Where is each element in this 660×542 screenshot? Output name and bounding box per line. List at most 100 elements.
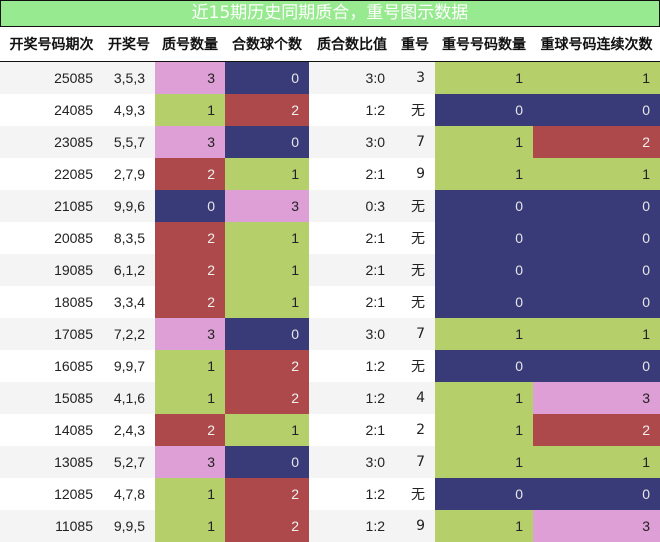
cell-composite-count: 2 (225, 93, 309, 126)
cell-repeat: 2 (395, 413, 435, 446)
cell-ratio: 3:0 (309, 317, 395, 350)
cell-numbers: 9,9,6 (103, 189, 155, 222)
table-row: 20085 8,3,5 2 1 2:1 无 0 0 (0, 221, 660, 254)
table-row: 13085 5,2,7 3 0 3:0 7 1 1 (0, 445, 660, 478)
cell-prime-count: 1 (155, 93, 225, 126)
cell-composite-count: 1 (225, 413, 309, 446)
cell-composite-count: 1 (225, 157, 309, 190)
header-repeat-count: 重号号码数量 (435, 27, 533, 62)
cell-period: 17085 (0, 317, 103, 350)
header-prime-count: 质号数量 (155, 27, 225, 62)
cell-repeat-count: 1 (435, 445, 533, 478)
cell-numbers: 9,9,5 (103, 509, 155, 542)
cell-composite-count: 0 (225, 125, 309, 158)
header-row: 开奖号码期次 开奖号 质号数量 合数球个数 质合数比值 重号 重号号码数量 重球… (0, 27, 660, 62)
table-row: 19085 6,1,2 2 1 2:1 无 0 0 (0, 253, 660, 286)
cell-prime-count: 2 (155, 413, 225, 446)
cell-repeat-streak: 0 (533, 93, 660, 126)
cell-numbers: 7,2,2 (103, 317, 155, 350)
cell-repeat: 无 (395, 253, 435, 286)
cell-repeat-count: 0 (435, 285, 533, 318)
cell-repeat-streak: 0 (533, 477, 660, 510)
cell-ratio: 2:1 (309, 285, 395, 318)
cell-composite-count: 2 (225, 349, 309, 382)
header-repeat-streak: 重球号码连续次数 (533, 27, 660, 62)
cell-repeat: 7 (395, 317, 435, 350)
cell-period: 16085 (0, 349, 103, 382)
cell-period: 23085 (0, 125, 103, 158)
cell-numbers: 9,9,7 (103, 349, 155, 382)
cell-repeat: 无 (395, 221, 435, 254)
cell-repeat-streak: 1 (533, 317, 660, 350)
cell-composite-count: 1 (225, 285, 309, 318)
cell-prime-count: 3 (155, 445, 225, 478)
cell-repeat: 无 (395, 477, 435, 510)
cell-period: 24085 (0, 93, 103, 126)
cell-repeat: 无 (395, 285, 435, 318)
cell-ratio: 3:0 (309, 445, 395, 478)
cell-composite-count: 3 (225, 189, 309, 222)
cell-prime-count: 1 (155, 381, 225, 414)
cell-period: 20085 (0, 221, 103, 254)
cell-repeat-count: 0 (435, 253, 533, 286)
cell-repeat-streak: 1 (533, 61, 660, 94)
cell-repeat: 7 (395, 445, 435, 478)
cell-numbers: 2,7,9 (103, 157, 155, 190)
cell-prime-count: 2 (155, 157, 225, 190)
cell-repeat: 无 (395, 189, 435, 222)
cell-numbers: 5,2,7 (103, 445, 155, 478)
cell-repeat-streak: 3 (533, 381, 660, 414)
header-period: 开奖号码期次 (0, 27, 103, 62)
cell-ratio: 1:2 (309, 381, 395, 414)
cell-ratio: 2:1 (309, 413, 395, 446)
cell-numbers: 4,9,3 (103, 93, 155, 126)
cell-numbers: 8,3,5 (103, 221, 155, 254)
cell-period: 15085 (0, 381, 103, 414)
cell-repeat-streak: 0 (533, 189, 660, 222)
cell-ratio: 2:1 (309, 253, 395, 286)
cell-repeat-streak: 2 (533, 125, 660, 158)
cell-numbers: 3,3,4 (103, 285, 155, 318)
cell-repeat: 无 (395, 93, 435, 126)
cell-numbers: 3,5,3 (103, 61, 155, 94)
cell-repeat: 4 (395, 381, 435, 414)
cell-ratio: 0:3 (309, 189, 395, 222)
cell-numbers: 4,7,8 (103, 477, 155, 510)
cell-repeat-count: 0 (435, 221, 533, 254)
cell-repeat-streak: 0 (533, 253, 660, 286)
cell-repeat-count: 1 (435, 61, 533, 94)
cell-composite-count: 1 (225, 221, 309, 254)
cell-numbers: 2,4,3 (103, 413, 155, 446)
cell-period: 21085 (0, 189, 103, 222)
cell-numbers: 4,1,6 (103, 381, 155, 414)
cell-repeat: 9 (395, 509, 435, 542)
cell-composite-count: 2 (225, 509, 309, 542)
cell-period: 11085 (0, 509, 103, 542)
table-row: 17085 7,2,2 3 0 3:0 7 1 1 (0, 317, 660, 350)
table-row: 11085 9,9,5 1 2 1:2 9 1 3 (0, 509, 660, 542)
cell-prime-count: 3 (155, 61, 225, 94)
cell-repeat-count: 1 (435, 157, 533, 190)
cell-ratio: 3:0 (309, 61, 395, 94)
cell-prime-count: 3 (155, 125, 225, 158)
data-table: 开奖号码期次 开奖号 质号数量 合数球个数 质合数比值 重号 重号号码数量 重球… (0, 27, 660, 542)
cell-repeat-count: 0 (435, 349, 533, 382)
cell-ratio: 2:1 (309, 221, 395, 254)
cell-prime-count: 0 (155, 189, 225, 222)
cell-repeat-count: 1 (435, 509, 533, 542)
cell-repeat-streak: 0 (533, 221, 660, 254)
cell-ratio: 1:2 (309, 349, 395, 382)
cell-prime-count: 3 (155, 317, 225, 350)
cell-repeat-streak: 1 (533, 157, 660, 190)
cell-period: 25085 (0, 61, 103, 94)
cell-composite-count: 0 (225, 61, 309, 94)
cell-repeat-count: 0 (435, 93, 533, 126)
cell-ratio: 2:1 (309, 157, 395, 190)
cell-period: 18085 (0, 285, 103, 318)
cell-period: 12085 (0, 477, 103, 510)
cell-repeat-count: 1 (435, 125, 533, 158)
cell-repeat: 7 (395, 125, 435, 158)
cell-composite-count: 2 (225, 381, 309, 414)
cell-prime-count: 2 (155, 285, 225, 318)
cell-period: 13085 (0, 445, 103, 478)
